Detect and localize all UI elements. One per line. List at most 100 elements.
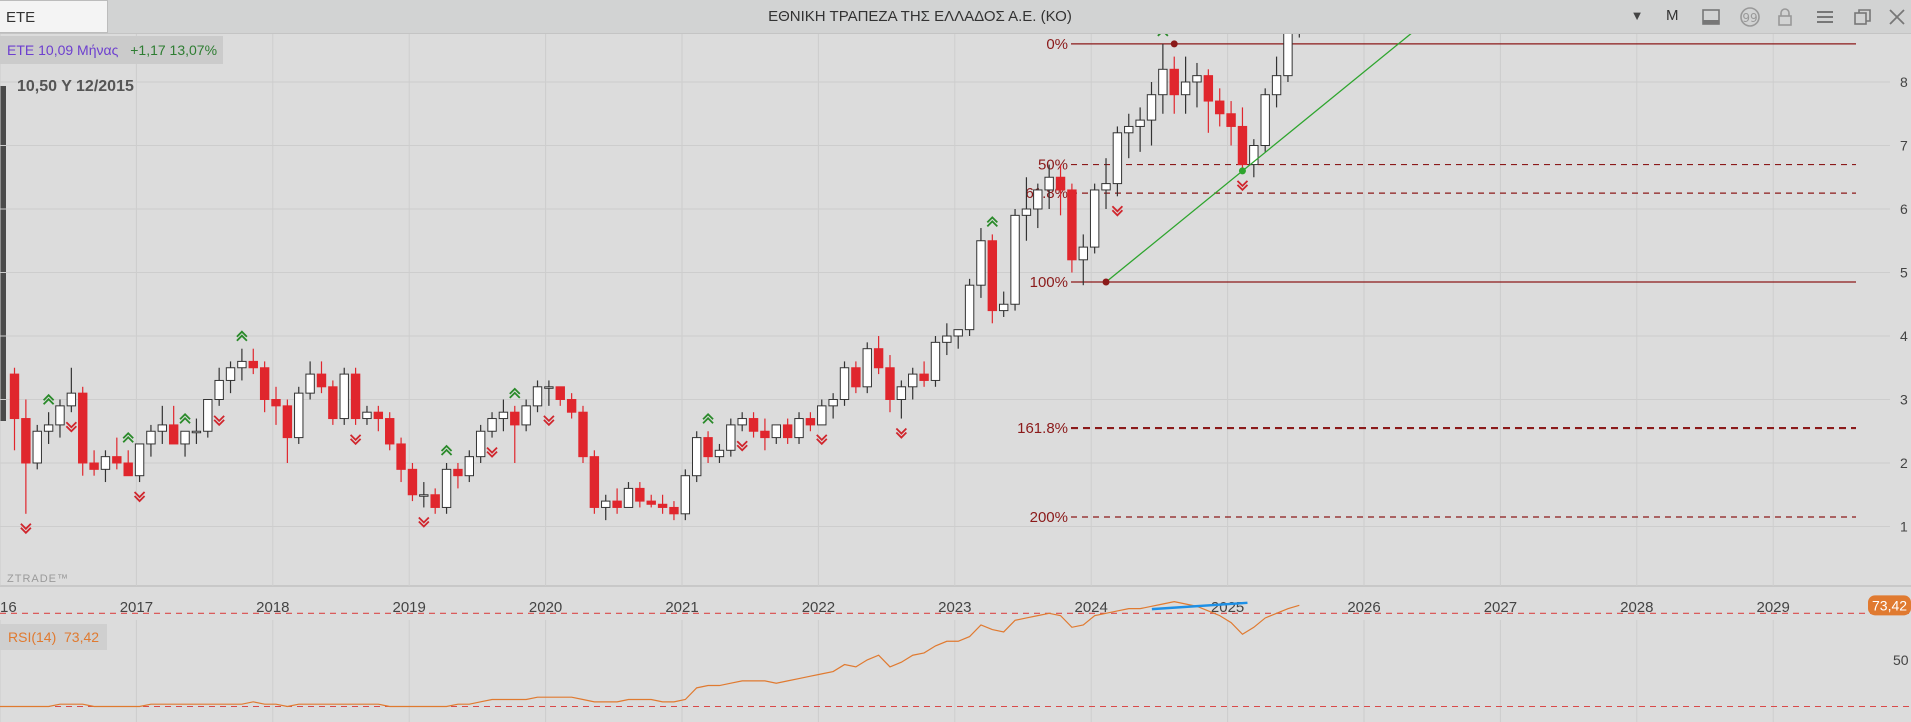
fractal-down-marker <box>816 434 828 446</box>
rsi-tick-label: 50 <box>1893 652 1909 668</box>
candle-body <box>1078 246 1088 261</box>
y-tick-label: 1 <box>1900 519 1908 535</box>
candle-body <box>214 379 224 401</box>
candle-body <box>1158 68 1168 96</box>
candle-body <box>55 405 65 426</box>
candle-body <box>89 462 99 470</box>
candle-body <box>1271 75 1282 96</box>
candle-body <box>839 367 850 400</box>
candle-body <box>1146 94 1157 121</box>
candle-body <box>100 456 111 470</box>
fib-anchor-low <box>1102 278 1110 286</box>
fractal-down-marker <box>20 523 32 535</box>
x-tick-label: 2017 <box>120 599 153 616</box>
rsi-line <box>0 601 1300 708</box>
candle-body <box>350 373 361 420</box>
svg-text:99: 99 <box>1742 11 1757 25</box>
x-tick-label: 2022 <box>802 599 835 616</box>
close-icon[interactable] <box>1886 6 1908 28</box>
x-tick-label: 2019 <box>393 599 426 616</box>
candle-body <box>475 430 486 458</box>
candle-body <box>976 240 986 286</box>
candle-body <box>305 373 315 394</box>
fractal-down-marker <box>895 427 907 439</box>
candle-body <box>66 392 77 407</box>
candle-body <box>1010 214 1020 305</box>
title-bar: ETE ΕΘΝΙΚΗ ΤΡΑΠΕΖΑ ΤΗΣ ΕΛΛΑΔΟΣ Α.Ε. (ΚΟ)… <box>0 0 1911 34</box>
candle-body <box>623 487 634 508</box>
fractal-up-marker <box>440 444 453 456</box>
candle-body <box>1192 75 1202 83</box>
fractal-down-marker <box>736 440 748 452</box>
candle-body <box>271 399 281 407</box>
price-chart[interactable]: 2016201720182019202020212022202320242025… <box>0 34 1911 722</box>
symbol-price-text: ETE 10,09 Μήνας <box>7 42 119 58</box>
candle-body <box>794 418 804 439</box>
candle-body <box>805 418 816 426</box>
period-button[interactable]: M <box>1666 7 1679 24</box>
quote-icon[interactable]: 99 <box>1739 6 1761 28</box>
candle-body <box>78 392 88 464</box>
candle-body <box>942 335 952 343</box>
fractal-up-marker <box>236 330 248 342</box>
candle-body <box>1044 176 1054 191</box>
candle-body <box>726 424 736 451</box>
x-tick-label: 2029 <box>1757 599 1790 616</box>
candle-body <box>157 424 168 432</box>
candle-body <box>919 373 929 381</box>
fractal-down-marker <box>65 421 77 433</box>
candle-body <box>737 418 747 426</box>
candle-body <box>339 373 349 420</box>
candle-body <box>123 462 133 477</box>
candle-body <box>1112 132 1123 185</box>
rsi-indicator: 73,42 50 <box>0 595 1911 708</box>
fractal-up-marker <box>42 393 55 405</box>
price-panel <box>0 34 1911 589</box>
trendline <box>1105 34 1412 283</box>
fractal-down-marker <box>349 434 362 446</box>
candle-body <box>316 373 327 388</box>
candle-body <box>191 430 202 434</box>
previous-high-label: 10,50 Y 12/2015 <box>17 78 134 95</box>
rsi-label: RSI(14) <box>8 629 57 645</box>
rsi-tag-bg <box>1868 595 1911 616</box>
candle-body <box>953 329 963 337</box>
candle-body <box>237 360 247 369</box>
candle-body <box>555 386 565 400</box>
menu-icon[interactable] <box>1814 6 1836 28</box>
panel-icon[interactable] <box>1700 6 1722 28</box>
restore-icon[interactable] <box>1852 6 1874 28</box>
candle-body <box>9 373 20 420</box>
candle-body <box>657 503 668 508</box>
candle-body <box>669 506 679 515</box>
rsi-badge: RSI(14) 73,42 <box>0 624 108 650</box>
candle-body <box>714 449 725 458</box>
y-tick-label: 5 <box>1900 265 1908 281</box>
candle-body <box>373 411 384 420</box>
candle-body <box>498 411 509 420</box>
fib-level-label: 50% <box>1038 157 1068 174</box>
window-title: ΕΘΝΙΚΗ ΤΡΑΠΕΖΑ ΤΗΣ ΕΛΛΑΔΟΣ Α.Ε. (ΚΟ) <box>768 8 1072 25</box>
symbol-input[interactable]: ETE <box>0 0 108 33</box>
candle-body <box>362 411 372 420</box>
candle-body <box>1215 100 1225 115</box>
candle-body <box>703 437 713 458</box>
lock-icon[interactable] <box>1774 6 1796 28</box>
candle-body <box>487 418 497 432</box>
x-tick-label: 2023 <box>938 599 971 616</box>
candle-body <box>385 418 395 445</box>
chevron-down-icon[interactable]: ▼ <box>1630 8 1644 23</box>
candle-body <box>828 399 838 407</box>
fractal-up-marker <box>179 412 191 424</box>
fractal-markers <box>20 34 1249 535</box>
candle-body <box>578 411 588 458</box>
x-tick-label: 2028 <box>1620 599 1653 616</box>
candle-body <box>21 418 31 464</box>
candle-body <box>692 437 702 477</box>
candle-body <box>282 405 293 439</box>
symbol-info-badge: ETE 10,09 Μήνας +1,17 13,07% <box>0 36 224 64</box>
fib-anchor-high <box>1170 40 1178 48</box>
candle-body <box>612 500 622 508</box>
candle-body <box>1067 189 1077 261</box>
candle-body <box>294 392 304 439</box>
